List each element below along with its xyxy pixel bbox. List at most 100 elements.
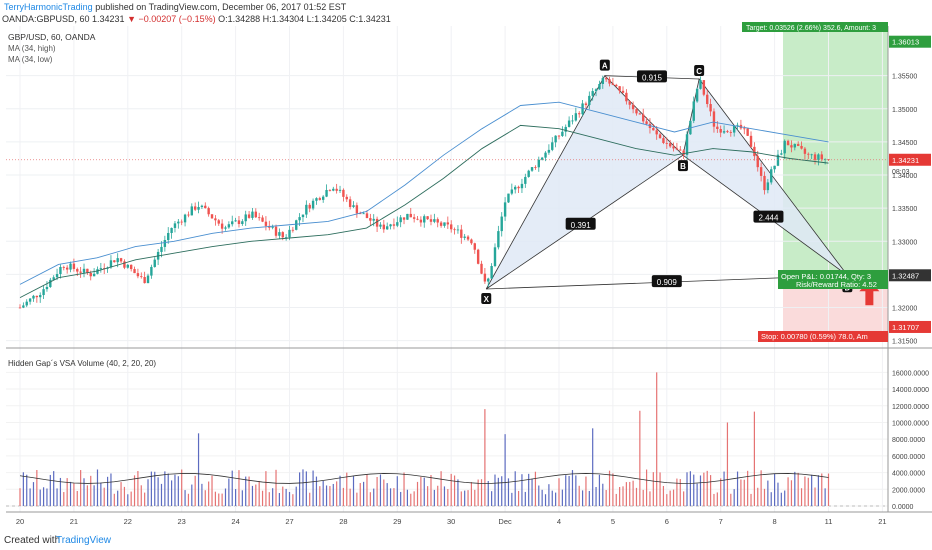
candle-body — [45, 286, 49, 290]
candle-body — [588, 95, 591, 106]
candle-body — [807, 153, 810, 155]
time-tick-label: 27 — [285, 517, 293, 526]
candle-body — [702, 80, 706, 95]
candle-body — [116, 258, 119, 263]
candle-body — [446, 222, 450, 225]
price-change: −0.00207 (−0.15%) — [138, 14, 216, 24]
candle-body — [709, 104, 712, 112]
candle-body — [817, 154, 820, 160]
candle-body — [321, 196, 325, 200]
point-label-b: B — [680, 162, 686, 171]
position-box — [778, 270, 888, 289]
candle-body — [615, 84, 618, 87]
legend-ma-low: MA (34, low) — [8, 55, 53, 64]
candle-body — [796, 144, 800, 146]
candle-body — [402, 217, 406, 220]
legend-symbol: GBP/USD, 60, OANDA — [8, 32, 96, 42]
publish-line: TerryHarmonicTrading published on Tradin… — [4, 2, 346, 12]
candle-body — [254, 211, 258, 218]
candle-body — [231, 221, 234, 225]
candle-body — [241, 221, 244, 225]
candle-body — [214, 218, 217, 221]
candle-body — [527, 170, 530, 177]
candle-body — [338, 189, 342, 191]
candle-body — [271, 226, 274, 228]
author-link[interactable]: TerryHarmonicTrading — [4, 2, 93, 12]
time-tick-label: 29 — [393, 517, 401, 526]
time-tick-label: 28 — [339, 517, 347, 526]
candle-body — [177, 221, 180, 224]
candle-body — [140, 276, 143, 278]
candle-body — [463, 236, 466, 238]
candle-body — [173, 223, 177, 228]
candle-body — [99, 268, 103, 270]
candle-body — [52, 277, 55, 280]
candle-body — [345, 196, 348, 200]
candle-body — [746, 128, 749, 136]
candle-body — [598, 83, 601, 90]
candle-body — [601, 78, 604, 84]
candle-body — [628, 101, 631, 105]
candle-body — [544, 152, 547, 158]
candle-body — [564, 126, 567, 132]
candle-body — [220, 223, 224, 229]
candle-body — [514, 186, 517, 190]
candle-body — [136, 273, 140, 277]
candle-body — [679, 149, 682, 151]
candle-body — [257, 217, 261, 219]
candle-body — [251, 211, 254, 218]
candle-body — [722, 131, 726, 133]
volume-average-line — [19, 473, 829, 484]
candle-body — [510, 189, 514, 194]
candle-body — [766, 182, 770, 191]
candle-body — [342, 189, 345, 197]
candle-body — [146, 275, 150, 284]
candle-body — [288, 229, 291, 238]
candle-body — [261, 217, 264, 222]
candle-body — [167, 232, 170, 240]
time-tick-label: 23 — [178, 517, 186, 526]
candle-body — [372, 218, 375, 221]
candle-body — [517, 186, 520, 189]
candle-body — [658, 134, 662, 139]
candle-body — [359, 213, 362, 215]
candle-body — [716, 126, 719, 130]
candle-body — [42, 289, 45, 296]
candle-body — [348, 199, 352, 207]
candle-body — [466, 236, 470, 240]
ma-low-line — [19, 124, 829, 299]
price-tick-label: 1.32000 — [892, 306, 917, 313]
time-tick-label: 6 — [665, 517, 669, 526]
candle-body — [470, 239, 473, 244]
time-tick-label: 30 — [447, 517, 455, 526]
candle-body — [783, 140, 786, 154]
time-tick-label: 21 — [878, 517, 886, 526]
candle-body — [547, 149, 551, 153]
candle-body — [635, 109, 638, 114]
ohlc-values: O:1.34288 H:1.34304 L:1.34205 C:1.34231 — [218, 14, 391, 24]
candle-body — [736, 124, 739, 126]
ratio-label: 0.915 — [642, 73, 663, 82]
candle-body — [163, 239, 167, 247]
candle-body — [332, 188, 335, 191]
price-tick-label: 1.34000 — [892, 173, 917, 180]
candle-body — [365, 213, 369, 219]
ratio-label: 0.909 — [657, 278, 678, 287]
candle-body — [692, 101, 695, 121]
candle-body — [399, 217, 402, 223]
candle-body — [433, 219, 436, 222]
tradingview-brand[interactable]: TradingView — [56, 535, 112, 546]
candle-body — [76, 268, 79, 272]
candle-body — [274, 226, 278, 236]
candle-body — [439, 222, 443, 226]
candle-body — [682, 150, 685, 155]
candle-body — [200, 205, 204, 207]
candle-body — [150, 266, 153, 276]
volume-tick-label: 10000.0000 — [892, 420, 929, 427]
symbol-price: OANDA:GBPUSD, 60 1.34231 — [2, 14, 125, 24]
current-price-label: 1.34231 — [892, 156, 919, 165]
price-tick-label: 1.35000 — [892, 107, 917, 114]
open-pl-text: Open P&L: 0.01744, Qty: 3 — [781, 272, 871, 281]
time-tick-label: 21 — [70, 517, 78, 526]
